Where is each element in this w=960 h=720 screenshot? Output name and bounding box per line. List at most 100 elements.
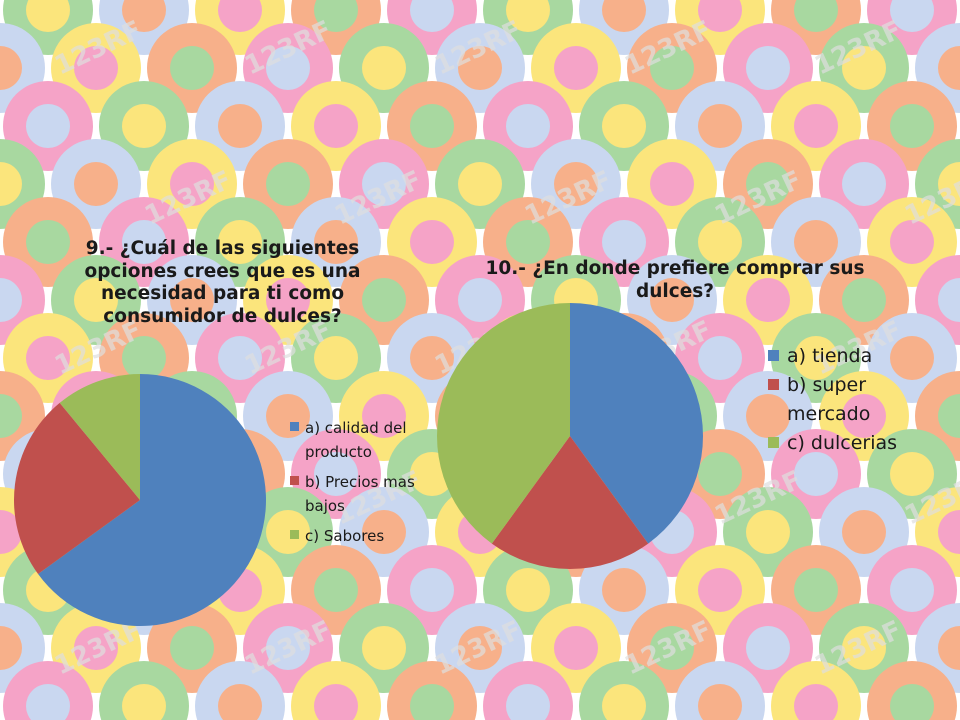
legend-item: b) Precios mas bajos — [290, 470, 435, 518]
background-dot-center — [218, 220, 262, 264]
background-dot-center — [890, 104, 934, 148]
background-dot-center — [650, 626, 694, 670]
background-dot-center — [938, 46, 960, 90]
legend-label: c) dulcerias — [787, 432, 898, 454]
legend-item: c) Sabores — [290, 524, 435, 548]
background-dot-center — [314, 452, 358, 496]
background-dot-center — [218, 104, 262, 148]
background-dot-center — [122, 104, 166, 148]
pie-slice — [59, 374, 140, 500]
background-dot-center — [938, 394, 960, 438]
background-dot-center — [842, 626, 886, 670]
background-dot-center — [842, 162, 886, 206]
background-dot-center — [170, 46, 214, 90]
legend-label: b) super mercado — [787, 374, 871, 425]
legend-swatch — [768, 379, 779, 390]
background-dot-center — [0, 162, 22, 206]
background-dot-center — [842, 278, 886, 322]
background-dot-center — [266, 162, 310, 206]
background-dot-center — [410, 220, 454, 264]
chart-2-legend: a) tienda b) super mercado c) dulcerias — [768, 342, 928, 458]
background-dot-center — [170, 162, 214, 206]
background-dot-center — [890, 336, 934, 380]
background-dot-center — [74, 626, 118, 670]
background-dot-center — [602, 220, 646, 264]
background-dot-center — [26, 220, 70, 264]
background-dot-center — [698, 0, 742, 32]
background-dot-center — [266, 626, 310, 670]
background-dot-center — [794, 452, 838, 496]
background-dot-center — [0, 46, 22, 90]
background-dot-center — [74, 46, 118, 90]
background-dot-center — [266, 278, 310, 322]
background-dot-center — [650, 162, 694, 206]
legend-swatch — [290, 530, 299, 539]
background-dot-center — [506, 684, 550, 720]
pie-slice — [437, 303, 570, 544]
pie-slice — [570, 303, 703, 544]
background-dot-center — [938, 278, 960, 322]
background-dot-center — [218, 684, 262, 720]
background-dot-center — [746, 278, 790, 322]
chart-1-pie — [14, 374, 266, 626]
background-dot-center — [314, 220, 358, 264]
background-dot-center — [266, 46, 310, 90]
background-dot-center — [938, 626, 960, 670]
legend-swatch — [290, 422, 299, 431]
background-dot-center — [362, 626, 406, 670]
background-dot-center — [554, 46, 598, 90]
background-dot-center — [746, 394, 790, 438]
background-dot-center — [362, 510, 406, 554]
background-dot-center — [362, 162, 406, 206]
background-dot-center — [74, 278, 118, 322]
background-dot-center — [0, 394, 22, 438]
pie-slice — [38, 374, 266, 626]
background-dot-center — [74, 162, 118, 206]
background-dot-center — [794, 104, 838, 148]
background-dot-center — [170, 626, 214, 670]
background-dot-center — [362, 394, 406, 438]
background-dot-center — [314, 568, 358, 612]
background-dot-center — [26, 0, 70, 32]
background-dot-center — [698, 220, 742, 264]
background-dot-center — [794, 568, 838, 612]
legend-swatch — [768, 437, 779, 448]
background-dot-center — [554, 162, 598, 206]
background-dot-center — [506, 220, 550, 264]
background-dot-center — [890, 684, 934, 720]
background-dot-center — [458, 278, 502, 322]
background-dot-center — [842, 510, 886, 554]
background-dot-center — [314, 684, 358, 720]
background-dot-center — [122, 0, 166, 32]
legend-item: a) tienda — [768, 342, 928, 371]
background-dot-center — [122, 684, 166, 720]
legend-label: a) calidad del producto — [305, 419, 407, 461]
background-dot-center — [170, 278, 214, 322]
pie-slice — [14, 402, 140, 575]
chart-1-legend: a) calidad del producto b) Precios mas ba… — [290, 416, 435, 554]
background-dot-center — [890, 452, 934, 496]
background-dot-center — [890, 220, 934, 264]
background-dot-center — [458, 162, 502, 206]
legend-swatch — [290, 476, 299, 485]
background-dot-center — [650, 46, 694, 90]
background-dot-center — [746, 510, 790, 554]
background-dot-center — [938, 162, 960, 206]
background-dot-center — [842, 394, 886, 438]
background-dot-center — [26, 336, 70, 380]
chart-2-pie — [437, 303, 703, 569]
background-dot-center — [602, 0, 646, 32]
background-dot-center — [554, 626, 598, 670]
background-dot-center — [794, 220, 838, 264]
background-dot-center — [314, 104, 358, 148]
background-dot-center — [698, 452, 742, 496]
background-dot-center — [362, 278, 406, 322]
background-dot-center — [794, 0, 838, 32]
background-dot-center — [26, 104, 70, 148]
background-dot-center — [410, 104, 454, 148]
background-dot-center — [362, 46, 406, 90]
background-dot-center — [698, 336, 742, 380]
background-dot-center — [266, 510, 310, 554]
chart-2-title: 10.- ¿En donde prefiere comprar sus dulc… — [485, 258, 865, 302]
background-dot-center — [602, 684, 646, 720]
